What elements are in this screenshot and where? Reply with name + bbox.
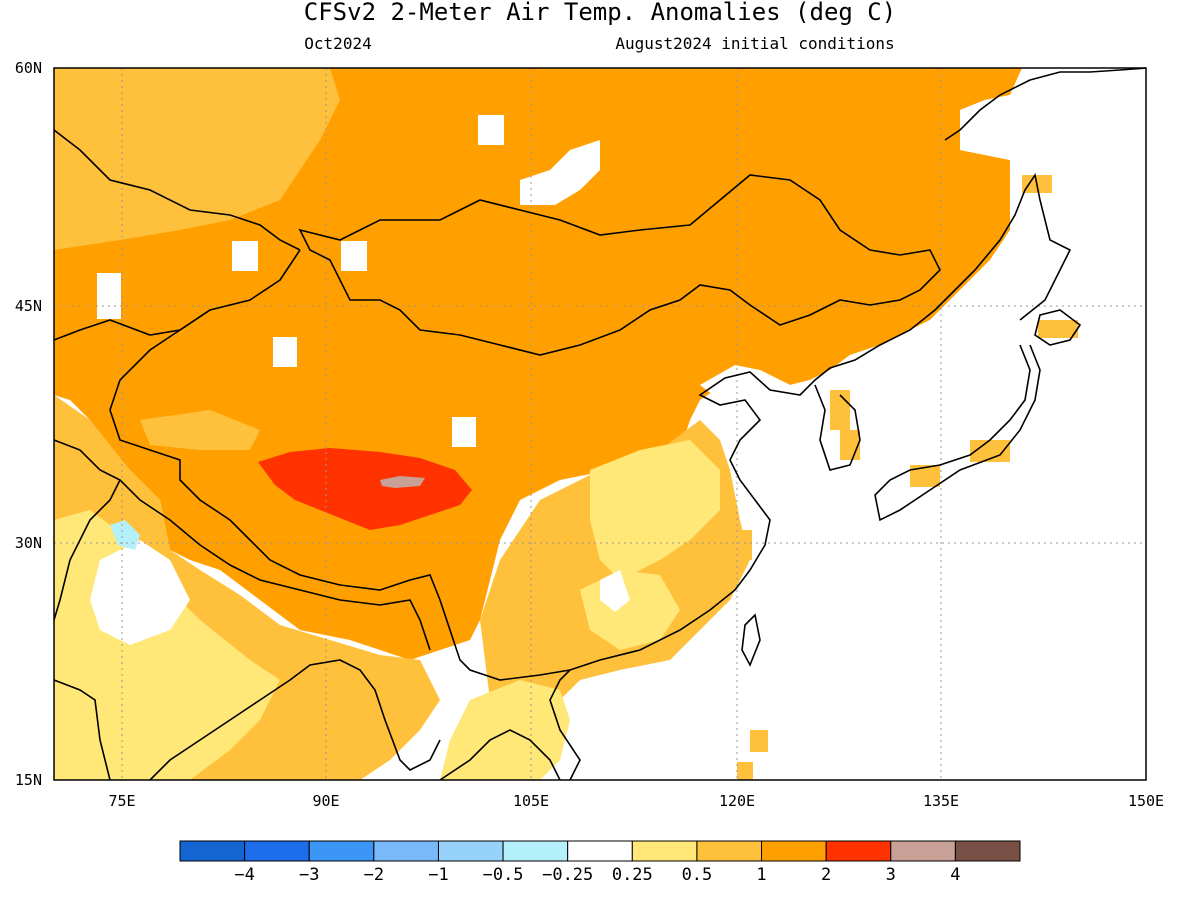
colorbar-swatch	[631, 840, 698, 862]
coastline-russia-north	[944, 67, 1147, 141]
anomaly-cell-luzon-south	[737, 762, 753, 780]
anomaly-region-near-zero-china	[600, 570, 630, 612]
lake-mask-zaysan	[232, 241, 258, 271]
border-mongolia	[298, 174, 941, 356]
colorbar-swatch	[308, 840, 375, 862]
colorbar-swatch	[179, 840, 246, 862]
colorbar-tick-label: 1	[756, 865, 766, 885]
lon-label-90e: 90E	[312, 792, 339, 810]
lat-label-15n: 15N	[15, 771, 42, 789]
colorbar-tick-label: 0.5	[682, 865, 713, 885]
lake-mask-north	[478, 115, 504, 145]
coastline-taiwan	[741, 613, 761, 667]
colorbar-swatch	[373, 840, 439, 862]
colorbar-tick-label: −4	[234, 865, 254, 885]
colorbar-tick-label: 4	[950, 865, 960, 885]
colorbar-tick-label: 2	[821, 865, 831, 885]
lon-label-75e: 75E	[108, 792, 135, 810]
colorbar-swatch	[696, 840, 763, 862]
border-himalaya	[119, 479, 431, 651]
border-central-asia	[53, 129, 301, 251]
anomaly-cell-kyushu	[910, 465, 940, 487]
anomaly-cell-hokkaido	[1038, 320, 1078, 338]
coastline-east-asia	[569, 172, 1072, 671]
lon-label-120e: 120E	[719, 792, 755, 810]
anomaly-region-near-zero-india	[90, 540, 190, 645]
lat-label-30n: 30N	[15, 534, 42, 552]
colorbar-tick-label: 0.25	[612, 865, 653, 885]
colorbar-swatch	[954, 840, 1021, 862]
anomaly-region-0.5-1-indochina	[440, 680, 570, 780]
colorbar-swatch	[567, 840, 633, 862]
lon-label-150e: 150E	[1128, 792, 1164, 810]
map-title: CFSv2 2-Meter Air Temp. Anomalies (deg C…	[304, 0, 896, 26]
colorbar-tick-label: −3	[299, 865, 319, 885]
anomaly-region-4-plus	[380, 476, 425, 488]
lat-label-60n: 60N	[15, 59, 42, 77]
colorbar: −4 −3 −2 −1 −0.5 −0.25 0.25 0.5 1 2 3 4	[179, 840, 1021, 885]
colorbar-tick-label: 3	[886, 865, 896, 885]
border-pakistan	[53, 439, 122, 621]
anomaly-region-2-3	[54, 68, 1022, 660]
colorbar-tick-label: −1	[428, 865, 448, 885]
colorbar-tick-label: −2	[364, 865, 384, 885]
lake-mask-baikal	[520, 140, 600, 205]
anomaly-cell-japan	[970, 440, 1010, 462]
init-conditions-label: August2024 initial conditions	[615, 34, 894, 53]
map-frame	[53, 67, 1147, 781]
graticule	[54, 68, 1146, 780]
colorbar-swatch	[437, 840, 504, 862]
colorbar-tick-label: −0.25	[542, 865, 593, 885]
lon-label-135e: 135E	[923, 792, 959, 810]
lake-mask-issyk	[273, 337, 297, 367]
coastline-india	[53, 659, 441, 781]
anomaly-region-0.5-1-china	[590, 440, 720, 580]
map-panel	[53, 67, 1147, 781]
colorbar-swatch	[890, 840, 956, 862]
colorbar-swatch	[502, 840, 569, 862]
border-china-west	[109, 249, 571, 681]
anomaly-cell-shanghai	[730, 530, 752, 560]
anomaly-cell-luzon	[750, 730, 768, 752]
lake-mask-qinghai	[452, 417, 476, 447]
anomaly-fill-layer	[54, 68, 1146, 780]
border-kazakh-south	[53, 309, 211, 341]
coastline-korea	[814, 384, 861, 471]
colorbar-swatch	[761, 840, 827, 862]
colorbar-tick-label: −0.5	[483, 865, 524, 885]
coastlines	[53, 67, 1147, 781]
lake-mask-balkhash	[97, 273, 121, 319]
lat-label-45n: 45N	[15, 297, 42, 315]
colorbar-swatch	[825, 840, 892, 862]
lon-label-105e: 105E	[513, 792, 549, 810]
coastline-indochina	[439, 669, 581, 781]
lake-mask-mongolia	[341, 241, 367, 271]
anomaly-region-1-2-north	[54, 68, 340, 250]
valid-month-label: Oct2024	[304, 34, 371, 53]
anomaly-region-3-plus	[258, 448, 472, 530]
coastline-japan	[874, 344, 1041, 522]
ocean-mask-east	[700, 68, 1146, 780]
colorbar-swatch	[244, 840, 310, 862]
anomaly-cell-korea-south	[840, 430, 860, 460]
coastline-hokkaido	[1034, 309, 1082, 346]
anomaly-region-1-2-inner	[140, 410, 260, 450]
